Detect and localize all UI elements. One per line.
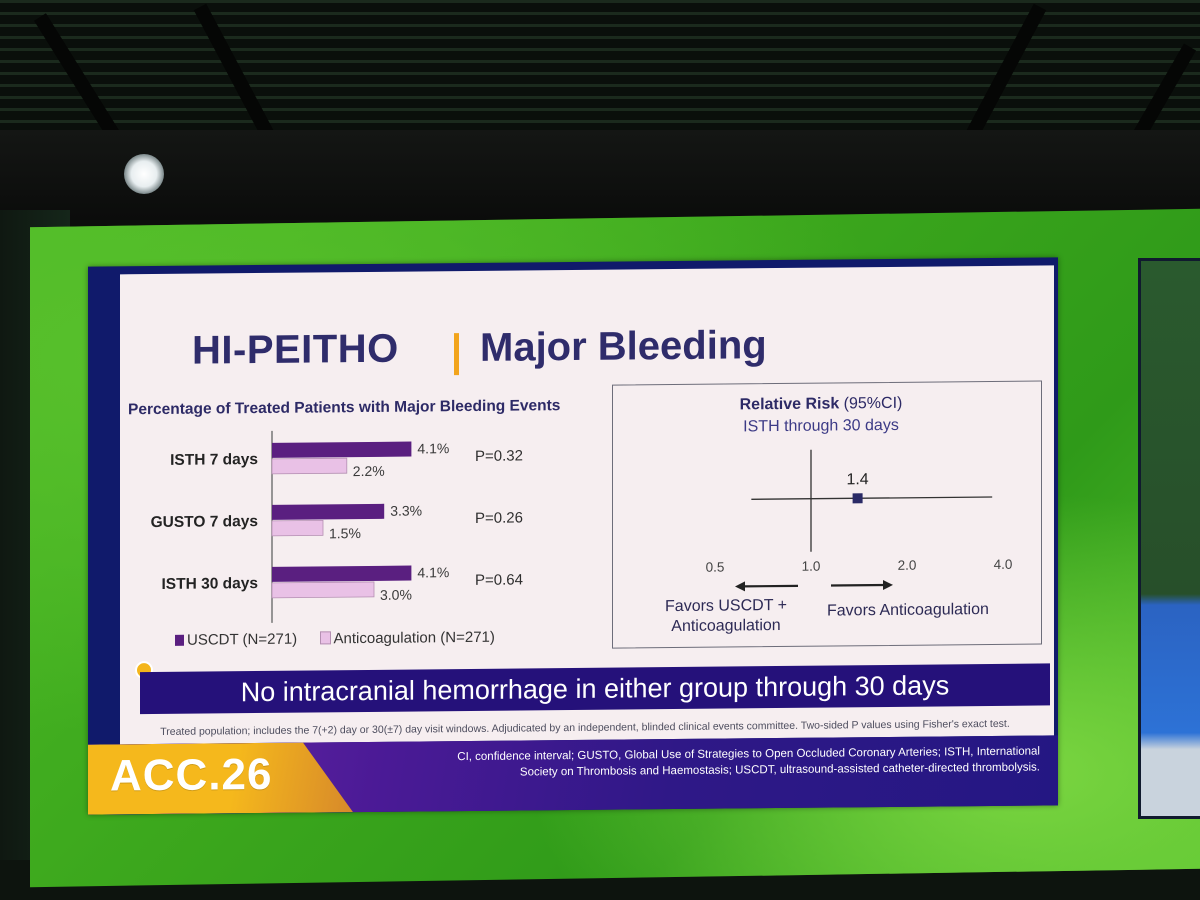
favors-anticoagulation-label: Favors Anticoagulation [827, 601, 989, 620]
relative-risk-title: Relative Risk (95%CI) [613, 394, 1029, 416]
presentation-slide: HI-PEITHO Major Bleeding Percentage of T… [88, 257, 1058, 815]
bar-value-label: 1.5% [329, 525, 361, 541]
bar-uscdt [272, 565, 412, 582]
legend-label-anticoagulation: Anticoagulation (N=271) [333, 628, 495, 648]
bar-anticoagulation [271, 581, 375, 599]
bar-chart-title: Percentage of Treated Patients with Majo… [128, 397, 561, 419]
slide-footnote: Treated population; includes the 7(+2) d… [160, 717, 1010, 738]
key-finding-banner: No intracranial hemorrhage in either gro… [140, 663, 1050, 715]
x-tick-label: 4.0 [994, 557, 1013, 572]
spotlight-icon [124, 154, 164, 194]
arrow-right-icon [883, 580, 893, 591]
title-divider [454, 333, 459, 376]
relative-risk-panel: Relative Risk (95%CI) ISTH through 30 da… [612, 380, 1042, 649]
relative-risk-subtitle: ISTH through 30 days [743, 416, 899, 436]
legend-swatch-anticoagulation [319, 631, 331, 645]
bar-anticoagulation [271, 457, 348, 475]
arrow-left-icon [735, 581, 745, 592]
p-value-label: P=0.32 [475, 447, 523, 464]
bar-anticoagulation [271, 519, 324, 537]
bar-uscdt [272, 441, 412, 458]
bar-value-label: 3.0% [380, 587, 412, 603]
x-tick-label: 2.0 [898, 558, 917, 573]
acc-logo: ACC.26 [110, 749, 273, 801]
venue-ceiling [0, 0, 1200, 140]
confidence-interval-line [751, 496, 993, 500]
forest-plot: 1.4 0.5 1.0 2.0 4.0 [706, 449, 1013, 592]
arrow-right-icon [831, 583, 885, 587]
category-label: GUSTO 7 days [151, 513, 258, 531]
lighting-truss [0, 130, 1200, 220]
slide-body: HI-PEITHO Major Bleeding Percentage of T… [120, 265, 1054, 745]
favors-uscdt-label: Favors USCDT + Anticoagulation [665, 596, 787, 636]
legend-swatch-uscdt [175, 634, 184, 646]
relative-risk-title-ci: (95%CI) [839, 394, 903, 413]
point-estimate [852, 493, 863, 504]
estimate-label: 1.4 [846, 471, 868, 488]
x-tick-label: 1.0 [802, 559, 821, 574]
abbreviations: CI, confidence interval; GUSTO, Global U… [428, 744, 1040, 782]
bar-uscdt [272, 503, 385, 520]
bar-value-label: 4.1% [417, 440, 449, 456]
category-label: ISTH 30 days [162, 575, 258, 593]
category-label: ISTH 7 days [170, 451, 258, 469]
arrow-left-icon [743, 584, 798, 588]
slide-title-topic: Major Bleeding [480, 323, 767, 370]
p-value-label: P=0.26 [475, 509, 523, 526]
p-value-label: P=0.64 [475, 571, 523, 588]
bar-chart: ISTH 7 days 4.1% 2.2% P=0.32 GUSTO 7 days 3.3… [151, 430, 523, 623]
slide-footer: ACC.26 CI, confidence interval; GUSTO, G… [88, 735, 1058, 815]
bar-value-label: 4.1% [417, 564, 449, 580]
legend-label-uscdt: USCDT (N=271) [187, 630, 298, 649]
bar-value-label: 3.3% [390, 502, 422, 518]
side-monitor [1138, 258, 1200, 819]
relative-risk-title-bold: Relative Risk [739, 395, 840, 414]
x-tick-label: 0.5 [706, 560, 725, 575]
chart-legend: USCDT (N=271) Anticoagulation (N=271) [175, 629, 495, 649]
slide-title-study: HI-PEITHO [192, 326, 399, 373]
bar-value-label: 2.2% [353, 463, 385, 479]
